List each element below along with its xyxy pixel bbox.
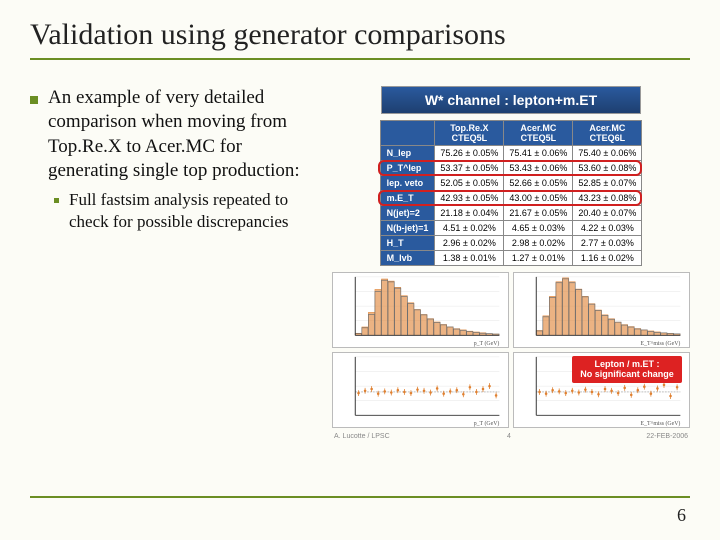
hist-top-left: p_T (GeV): [332, 272, 509, 348]
cutflow-table: Top.Re.XCTEQ5LAcer.MCCTEQ5LAcer.MCCTEQ6L…: [380, 120, 643, 266]
svg-text:p_T (GeV): p_T (GeV): [474, 420, 500, 427]
square-bullet-icon: [30, 96, 38, 104]
bullet-main: An example of very detailed comparison w…: [30, 86, 320, 183]
bullet-main-text: An example of very detailed comparison w…: [48, 86, 320, 183]
svg-text:p_T (GeV): p_T (GeV): [474, 340, 500, 347]
title-rule: Validation using generator comparisons: [30, 18, 690, 60]
chart-grid: p_T (GeV) E_T^miss (GeV) p_T (GeV) E_T^m…: [332, 272, 690, 428]
page-number: 6: [677, 505, 686, 526]
credit-right: 22-FEB-2006: [646, 433, 688, 440]
slide: Validation using generator comparisons A…: [0, 0, 720, 540]
svg-text:E_T^miss (GeV): E_T^miss (GeV): [641, 340, 681, 347]
channel-banner: W* channel : lepton+m.ET: [381, 86, 641, 114]
credit-mid: 4: [507, 433, 511, 440]
banner-text: W* channel : lepton+m.ET: [425, 92, 597, 108]
table-row: N(b-jet)=14.51 ± 0.02%4.65 ± 0.03%4.22 ±…: [380, 221, 642, 236]
figure-column: W* channel : lepton+m.ET Top.Re.XCTEQ5LA…: [332, 86, 690, 428]
table-row: lep. veto52.05 ± 0.05%52.66 ± 0.05%52.85…: [380, 176, 642, 191]
table-row: P_T^lep53.37 ± 0.05%53.43 ± 0.06%53.60 ±…: [380, 161, 642, 176]
credit-left: A. Lucotte / LPSC: [334, 433, 390, 440]
callout-badge: Lepton / m.ET : No significant change: [572, 356, 682, 383]
content-area: An example of very detailed comparison w…: [30, 86, 690, 428]
bullet-sub: Full fastsim analysis repeated to check …: [54, 189, 320, 233]
slide-title: Validation using generator comparisons: [30, 18, 690, 52]
table-row: m.E_T42.93 ± 0.05%43.00 ± 0.05%43.23 ± 0…: [380, 191, 642, 206]
table-row: N(jet)=221.18 ± 0.04%21.67 ± 0.05%20.40 …: [380, 206, 642, 221]
footer-rule: [30, 496, 690, 498]
bullet-sub-text: Full fastsim analysis repeated to check …: [69, 189, 320, 233]
square-bullet-small-icon: [54, 198, 59, 203]
table-wrap: Top.Re.XCTEQ5LAcer.MCCTEQ5LAcer.MCCTEQ6L…: [332, 120, 690, 266]
table-row: N_lep75.26 ± 0.05%75.41 ± 0.06%75.40 ± 0…: [380, 146, 642, 161]
ratio-bottom-left: p_T (GeV): [332, 352, 509, 428]
text-column: An example of very detailed comparison w…: [30, 86, 320, 428]
callout-line1: Lepton / m.ET :: [578, 359, 676, 369]
table-row: H_T2.96 ± 0.02%2.98 ± 0.02%2.77 ± 0.03%: [380, 236, 642, 251]
svg-text:E_T^miss (GeV): E_T^miss (GeV): [641, 420, 681, 427]
table-row: M_lvb1.38 ± 0.01%1.27 ± 0.01%1.16 ± 0.02…: [380, 251, 642, 266]
hist-top-right: E_T^miss (GeV): [513, 272, 690, 348]
callout-line2: No significant change: [578, 369, 676, 379]
